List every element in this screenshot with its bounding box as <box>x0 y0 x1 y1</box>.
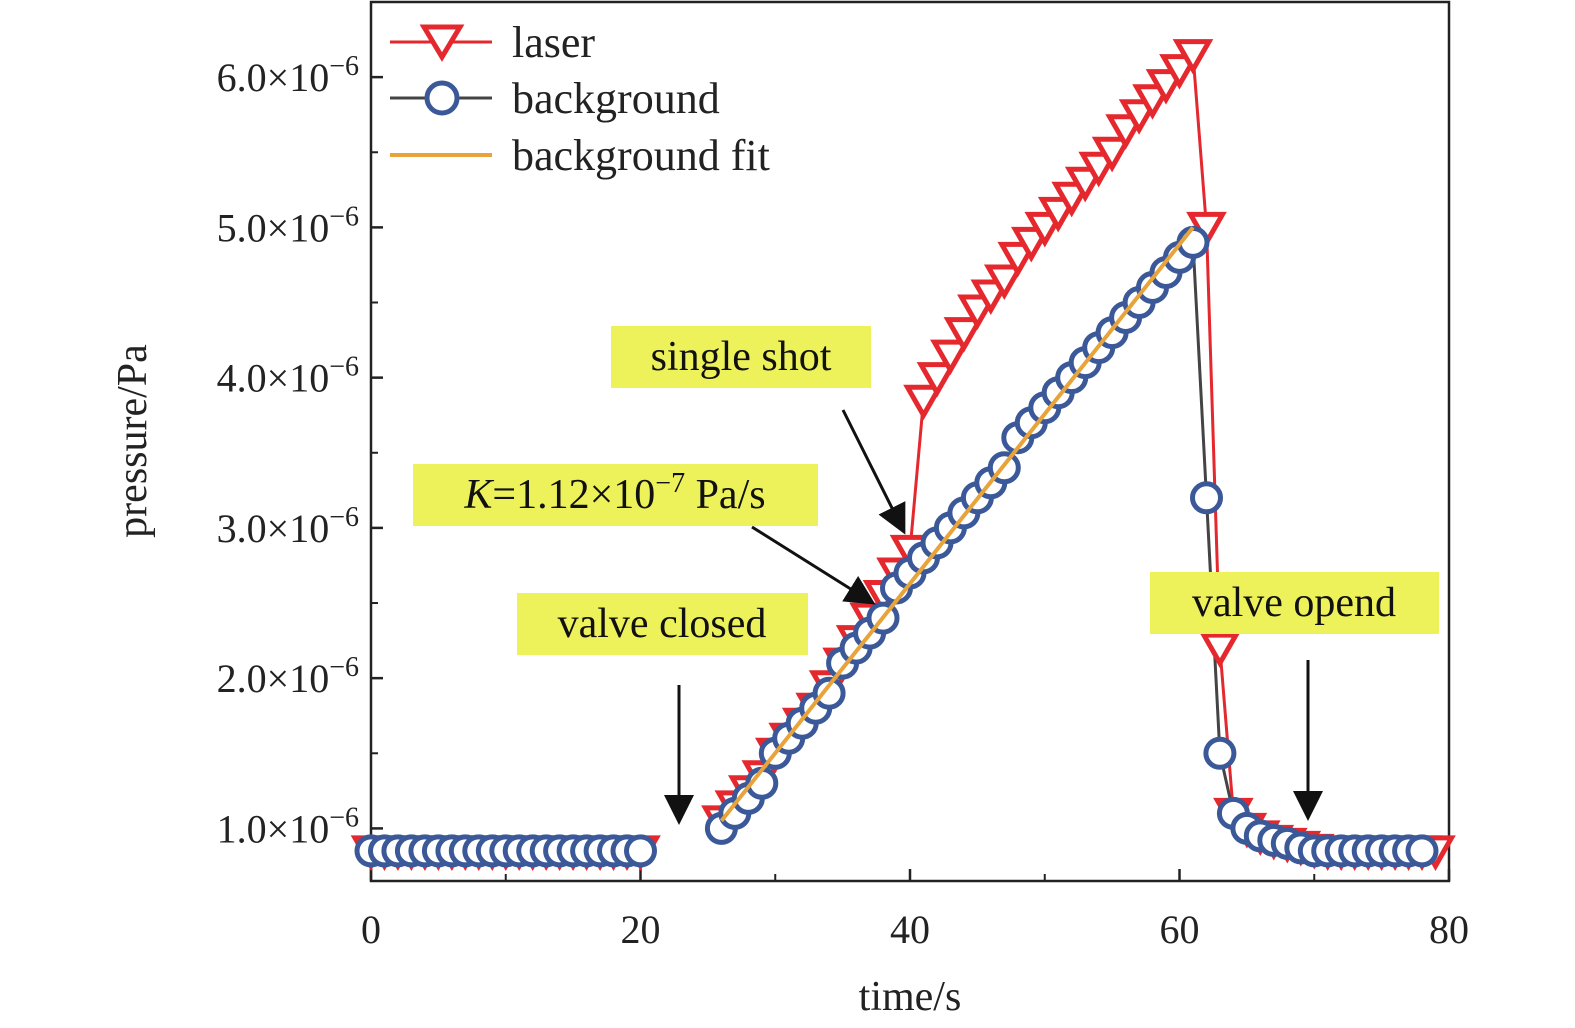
annotation-valve-opend: valve opend <box>1150 572 1439 634</box>
axis-ticks: 0 20 40 60 80 1.0×10−6 2.0×10−6 3.0×10−6 4.0×10−… <box>217 1 1469 952</box>
x-tick-label: 20 <box>621 907 661 952</box>
laser-point <box>903 384 944 421</box>
legend: laser background background fit <box>390 18 770 180</box>
annotation-box <box>413 464 818 526</box>
annotation-single-shot: single shot <box>611 326 871 388</box>
arrow-k-value <box>751 525 876 605</box>
x-axis-title: time/s <box>859 974 962 1020</box>
background-point <box>624 834 657 868</box>
y-tick-label: 2.0×10−6 <box>217 652 359 701</box>
legend-laser-marker <box>419 24 465 62</box>
laser-point <box>1199 632 1241 669</box>
k-exponent: −7 <box>655 468 685 499</box>
laser-point <box>916 362 958 398</box>
background-point <box>1203 736 1237 770</box>
arrow-single-shot <box>841 409 906 535</box>
x-tick-label: 60 <box>1160 907 1200 952</box>
annotation-text: valve closed <box>558 601 767 647</box>
background-point <box>1190 481 1223 515</box>
background-point <box>1405 834 1439 868</box>
annotation-box <box>611 326 871 388</box>
legend-background-label: background <box>512 74 720 123</box>
y-tick-label: 1.0×10−6 <box>217 802 359 851</box>
k-unit: Pa/s <box>685 472 766 518</box>
background-point <box>812 676 846 710</box>
annotation-text: single shot <box>651 334 832 380</box>
x-tick-label: 0 <box>361 907 381 952</box>
k-symbol: K <box>463 472 494 518</box>
y-tick-label: 5.0×10−6 <box>217 201 359 250</box>
legend-fit-label: background fit <box>512 131 770 180</box>
y-tick-label: 3.0×10−6 <box>217 502 359 551</box>
annotation-box <box>1150 572 1439 634</box>
annotation-text: K=1.12×10−7 Pa/s <box>463 468 765 518</box>
annotation-box <box>517 593 808 655</box>
x-tick-label: 80 <box>1429 907 1469 952</box>
annotation-k-value: K=1.12×10−7 Pa/s <box>413 464 818 526</box>
y-axis-title: pressure/Pa <box>110 344 156 538</box>
laser-point <box>930 339 971 376</box>
annotation-valve-closed: valve closed <box>517 593 808 655</box>
laser-point <box>983 264 1025 301</box>
legend-background-marker <box>424 80 460 116</box>
background-fit-line <box>719 226 1195 823</box>
y-tick-label: 6.0×10−6 <box>217 51 359 100</box>
laser-point <box>1172 39 1214 75</box>
laser-point <box>1091 136 1133 173</box>
k-main: =1.12×10 <box>492 472 655 518</box>
annotation-text: valve opend <box>1192 580 1396 626</box>
series-layer <box>350 39 1456 871</box>
y-tick-label: 4.0×10−6 <box>217 352 359 401</box>
x-tick-label: 40 <box>890 907 930 952</box>
legend-laser-label: laser <box>512 18 595 67</box>
laser-point <box>943 317 985 353</box>
